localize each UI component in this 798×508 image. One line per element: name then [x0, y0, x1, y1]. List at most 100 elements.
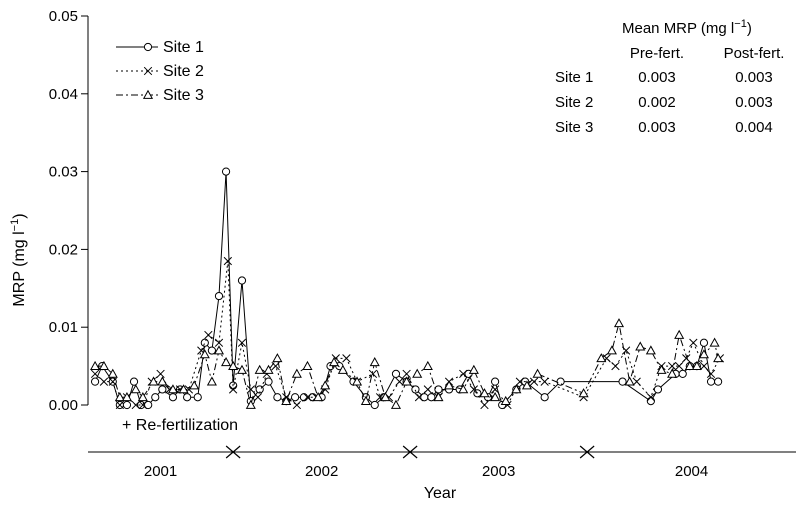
- data-point: [434, 385, 443, 394]
- data-point: [667, 361, 677, 371]
- data-point: [254, 364, 265, 374]
- data-point: [90, 369, 100, 379]
- data-point: [468, 364, 479, 374]
- data-point: [272, 353, 283, 363]
- data-point: [368, 369, 378, 379]
- data-point: [511, 384, 522, 394]
- x-axis-label: Year: [424, 485, 457, 502]
- data-point: [122, 400, 132, 410]
- data-point: [291, 368, 302, 378]
- data-point: [138, 400, 148, 410]
- data-point: [299, 393, 309, 402]
- data-point: [414, 393, 424, 402]
- legend-item-site-1: Site 1: [116, 39, 204, 56]
- data-point: [646, 397, 655, 406]
- data-point: [281, 395, 292, 405]
- data-point: [606, 345, 617, 355]
- data-point: [500, 395, 511, 405]
- data-point: [433, 391, 444, 402]
- data-point: [90, 377, 100, 386]
- series-line: [95, 323, 719, 406]
- data-point: [183, 393, 192, 402]
- data-point: [656, 364, 667, 374]
- year-label: 2003: [482, 463, 515, 480]
- data-point: [532, 368, 543, 378]
- data-point: [521, 380, 533, 390]
- mean-mrp-table: Mean MRP (mg l−1) Pre-fert. Post-fert. S…: [555, 18, 784, 136]
- data-point: [635, 341, 646, 351]
- data-point: [213, 345, 225, 355]
- data-point: [137, 391, 148, 402]
- data-point: [142, 89, 154, 99]
- year-label: 2001: [144, 463, 177, 480]
- data-point: [204, 330, 213, 340]
- data-point: [246, 385, 255, 394]
- data-point: [263, 364, 274, 374]
- data-point: [108, 377, 117, 386]
- data-point: [236, 364, 248, 374]
- axes: 0.00 0.01 0.02 0.03 0.04 0.05 2001 2002 2003 2004: [49, 8, 796, 480]
- data-point: [540, 393, 549, 402]
- legend-label: Site 2: [163, 63, 204, 80]
- data-point: [237, 338, 247, 347]
- data-point: [611, 361, 620, 371]
- data-point: [189, 380, 200, 390]
- data-point: [713, 353, 724, 363]
- data-point: [328, 356, 340, 367]
- data-point: [143, 66, 153, 76]
- data-point: [193, 393, 202, 402]
- y-tick-label: 0.00: [49, 397, 78, 414]
- legend-item-site-2: Site 2: [116, 63, 204, 80]
- legend-label: Site 1: [163, 39, 204, 56]
- data-point: [427, 393, 436, 402]
- data-point: [360, 395, 371, 405]
- data-point: [200, 338, 209, 347]
- data-point: [351, 376, 363, 386]
- data-point: [540, 377, 549, 386]
- data-point: [151, 393, 160, 402]
- data-point: [479, 388, 490, 398]
- data-point: [237, 276, 247, 285]
- data-point: [273, 393, 282, 402]
- y-tick-label: 0.02: [49, 241, 78, 258]
- data-point: [706, 369, 716, 379]
- data-point: [253, 393, 263, 402]
- table-row-site1-label: Site 1: [555, 69, 593, 86]
- data-point: [245, 399, 256, 409]
- data-point: [714, 377, 723, 386]
- series-1: [90, 167, 723, 410]
- data-point: [223, 256, 232, 266]
- data-point: [157, 376, 168, 386]
- data-point: [131, 400, 140, 410]
- data-point: [167, 384, 179, 394]
- data-point: [130, 384, 141, 394]
- table-row-site3-post: 0.004: [735, 119, 773, 136]
- data-point: [675, 361, 684, 371]
- data-point: [556, 377, 565, 386]
- year-boundary-marker: [579, 445, 595, 459]
- data-point: [292, 400, 302, 410]
- year-boundary-marker: [402, 445, 418, 459]
- data-point: [646, 393, 656, 402]
- table-row-site2-post: 0.003: [735, 94, 773, 111]
- data-point: [228, 360, 239, 370]
- table-row-site1-post: 0.003: [735, 69, 773, 86]
- data-point: [90, 360, 101, 370]
- data-point: [653, 385, 663, 394]
- data-point: [395, 377, 404, 386]
- series-3: [90, 318, 724, 409]
- data-point: [458, 384, 469, 394]
- data-point: [99, 377, 109, 386]
- data-point: [689, 338, 698, 347]
- data-point: [98, 360, 109, 370]
- table-row-site2-label: Site 2: [555, 94, 593, 111]
- data-point: [480, 400, 489, 410]
- data-point: [114, 391, 125, 402]
- data-point: [578, 388, 589, 398]
- data-point: [214, 338, 224, 347]
- data-point: [156, 369, 165, 379]
- data-point: [370, 400, 379, 410]
- data-point: [698, 349, 710, 359]
- data-point: [691, 360, 702, 370]
- data-point: [107, 368, 118, 378]
